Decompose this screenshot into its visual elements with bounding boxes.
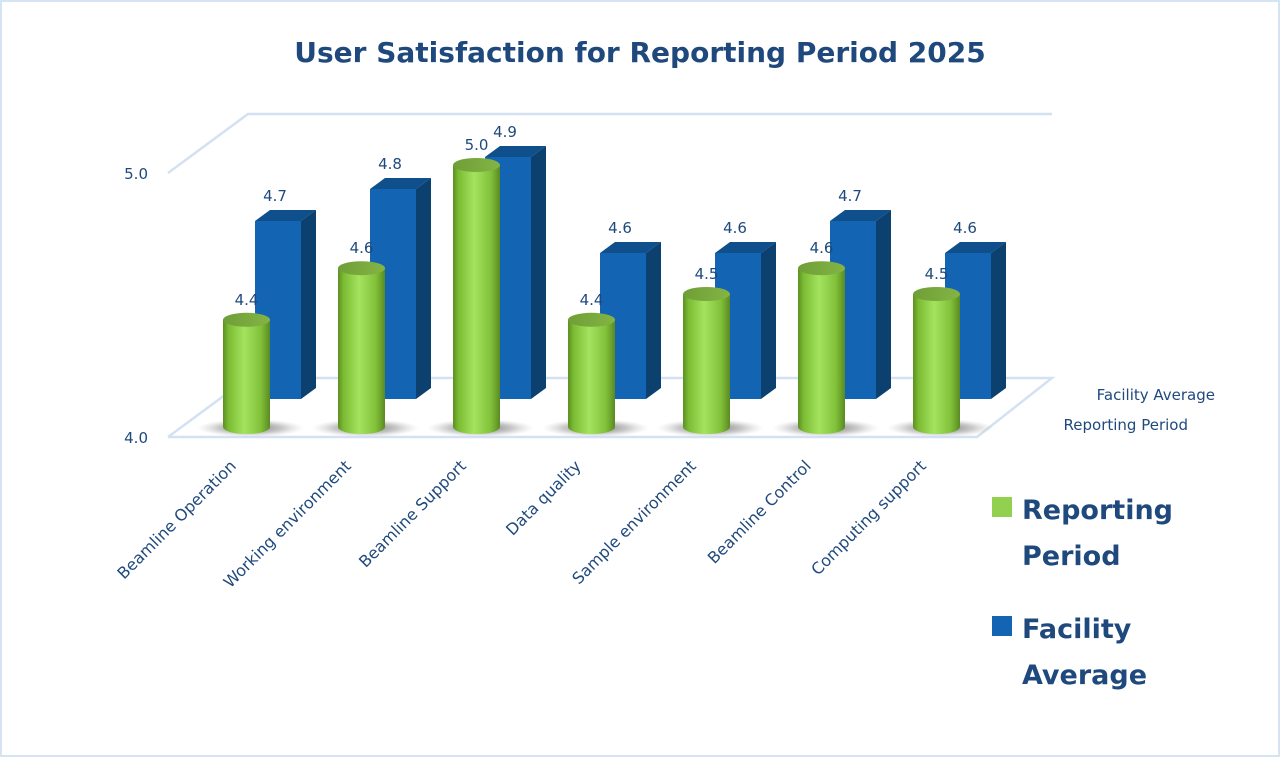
category-label: Working environment — [220, 456, 355, 591]
reporting-period-bar — [223, 319, 270, 434]
facility-average-bar-top — [485, 146, 546, 157]
legend-label: Facility — [1022, 614, 1132, 645]
data-label-reporting-period: 4.6 — [810, 239, 834, 257]
y-tick-label: 5.0 — [124, 165, 148, 183]
legend: Reporting Period Facility Average — [992, 495, 1173, 691]
legend-swatch-reporting-period — [992, 497, 1012, 517]
depth-axis-label-reporting-period: Reporting Period — [1064, 416, 1188, 434]
legend-entry-reporting-period[interactable]: Reporting Period — [992, 495, 1173, 572]
facility-average-bar-top — [255, 210, 316, 221]
category-label: Beamline Control — [704, 456, 815, 567]
category-label: Beamline Support — [355, 456, 470, 571]
reporting-period-bar-top — [453, 158, 500, 172]
facility-average-bar-side — [876, 210, 891, 399]
back-wall-top-edge — [167, 112, 1052, 175]
reporting-period-bar-top — [223, 312, 270, 327]
reporting-period-bar-top — [338, 261, 385, 276]
chart-walls — [167, 112, 1056, 439]
depth-axis-label-facility-average: Facility Average — [1097, 386, 1215, 404]
legend-label: Average — [1022, 660, 1147, 691]
reporting-period-bar — [453, 165, 500, 434]
facility-average-bar-top — [830, 210, 891, 221]
reporting-period-bar — [683, 294, 730, 434]
facility-average-bar-top — [370, 178, 431, 189]
reporting-period-bar-top — [568, 312, 615, 327]
data-label-reporting-period: 4.4 — [235, 291, 259, 309]
data-label-facility-average: 4.8 — [378, 155, 402, 173]
reporting-period-bar-top — [798, 261, 845, 276]
facility-average-bar-top — [945, 242, 1006, 253]
data-label-facility-average: 4.9 — [493, 123, 517, 141]
reporting-period-bar — [568, 319, 615, 434]
reporting-period-bar — [338, 268, 385, 434]
facility-average-bar-top — [715, 242, 776, 253]
facility-average-bar-side — [531, 146, 546, 399]
reporting-period-series — [197, 158, 994, 437]
facility-average-bar-top — [600, 242, 661, 253]
legend-label: Reporting — [1022, 495, 1173, 526]
category-label: Beamline Operation — [113, 456, 239, 582]
legend-label: Period — [1022, 541, 1121, 572]
facility-average-bar-side — [301, 210, 316, 399]
category-label: Computing support — [807, 456, 930, 579]
data-label-reporting-period: 4.5 — [695, 265, 719, 283]
data-label-facility-average: 4.6 — [723, 219, 747, 237]
facility-average-bar-side — [646, 242, 661, 399]
data-label-facility-average: 4.6 — [953, 219, 977, 237]
data-label-facility-average: 4.7 — [838, 187, 862, 205]
reporting-period-bar-top — [683, 287, 730, 301]
legend-entry-facility-average[interactable]: Facility Average — [992, 614, 1147, 691]
data-labels: 4.7 4.4 4.8 4.6 4.95.0 4.6 4.4 4.6 4.5 4.7 4.6 4.6 4… — [235, 123, 977, 309]
data-label-reporting-period: 4.5 — [925, 265, 949, 283]
y-tick-label: 4.0 — [124, 429, 148, 447]
data-label-reporting-period: 4.6 — [350, 239, 374, 257]
data-label-facility-average: 4.6 — [608, 219, 632, 237]
data-label-reporting-period: 4.4 — [580, 291, 604, 309]
category-label: Sample environment — [568, 456, 700, 588]
reporting-period-bar — [798, 268, 845, 434]
chart-title: User Satisfaction for Reporting Period 2… — [294, 36, 985, 69]
facility-average-bar-side — [991, 242, 1006, 399]
category-label: Data quality — [502, 456, 585, 539]
legend-swatch-facility-average — [992, 616, 1012, 636]
floor-outline — [167, 376, 1056, 439]
reporting-period-bar — [913, 294, 960, 434]
data-label-facility-average: 4.7 — [263, 187, 287, 205]
facility-average-bar-side — [761, 242, 776, 399]
data-label-reporting-period: 5.0 — [465, 136, 489, 154]
facility-average-bar-side — [416, 178, 431, 399]
reporting-period-bar-top — [913, 287, 960, 301]
